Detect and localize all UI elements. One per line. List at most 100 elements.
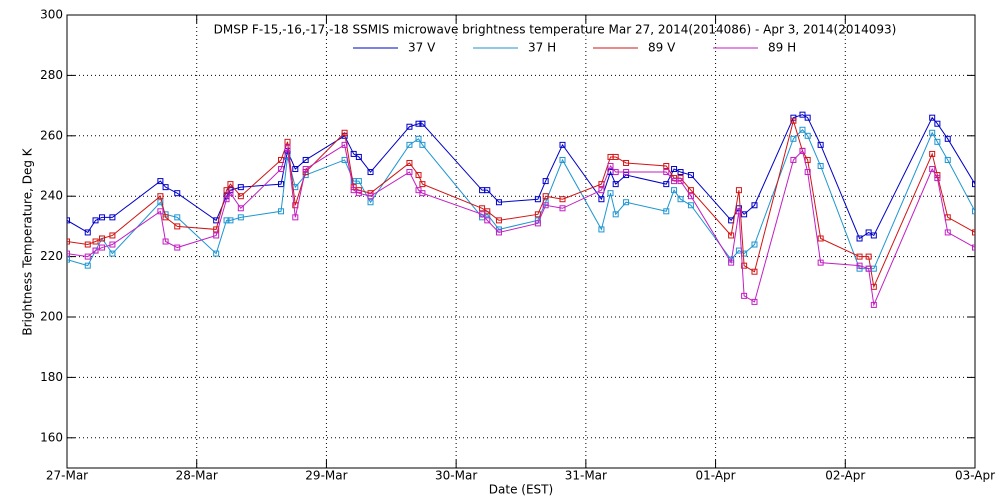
series-line: [67, 129, 975, 270]
data-point: [109, 241, 116, 248]
data-point: [623, 199, 630, 206]
data-point: [865, 265, 872, 272]
data-point: [479, 211, 486, 218]
data-point: [484, 208, 491, 215]
data-point: [213, 250, 220, 257]
data-point: [237, 184, 244, 191]
data-point: [227, 217, 234, 224]
data-point: [302, 156, 309, 163]
data-point: [790, 117, 797, 124]
data-point: [350, 187, 357, 194]
data-point: [751, 298, 758, 305]
y-tick-label: 240: [40, 189, 63, 203]
data-point: [341, 141, 348, 148]
data-point: [227, 190, 234, 197]
data-point: [84, 253, 91, 260]
data-point: [174, 214, 181, 221]
y-tick-label: 180: [40, 370, 63, 384]
data-point: [865, 229, 872, 236]
data-point: [663, 181, 670, 188]
data-point: [495, 229, 502, 236]
data-point: [174, 244, 181, 251]
data-point: [237, 214, 244, 221]
data-point: [542, 193, 549, 200]
data-point: [157, 208, 164, 215]
data-point: [751, 241, 758, 248]
data-point: [865, 253, 872, 260]
data-point: [479, 205, 486, 212]
data-point: [799, 126, 806, 133]
data-point: [612, 153, 619, 160]
x-tick-label: 02-Apr: [825, 469, 865, 483]
data-point: [162, 238, 169, 245]
data-point: [355, 153, 362, 160]
data-point: [934, 120, 941, 127]
data-point: [419, 141, 426, 148]
y-tick-label: 280: [40, 68, 63, 82]
y-tick-label: 260: [40, 128, 63, 142]
data-point: [495, 199, 502, 206]
legend-label: 37 H: [528, 41, 556, 55]
data-point: [741, 211, 748, 218]
y-axis-label: Brightness Temperature, Deg K: [21, 147, 35, 335]
data-point: [406, 123, 413, 130]
data-point: [687, 193, 694, 200]
data-point: [751, 202, 758, 209]
data-point: [623, 159, 630, 166]
x-tick-label: 29-Mar: [305, 469, 347, 483]
data-point: [92, 217, 99, 224]
x-tick-label: 31-Mar: [565, 469, 607, 483]
data-point: [484, 217, 491, 224]
data-point: [542, 202, 549, 209]
data-point: [799, 111, 806, 118]
data-point: [934, 138, 941, 145]
data-point: [223, 187, 230, 194]
y-tick-label: 160: [40, 430, 63, 444]
data-point: [804, 132, 811, 139]
data-point: [790, 135, 797, 142]
y-tick-label: 200: [40, 310, 63, 324]
data-point: [109, 214, 116, 221]
data-point: [227, 181, 234, 188]
data-point: [278, 181, 285, 188]
data-point: [559, 141, 566, 148]
data-point: [367, 193, 374, 200]
data-point: [278, 208, 285, 215]
data-point: [929, 129, 936, 136]
data-point: [663, 169, 670, 176]
data-point: [162, 214, 169, 221]
data-point: [870, 301, 877, 308]
data-point: [157, 199, 164, 206]
data-point: [934, 175, 941, 182]
data-point: [728, 232, 735, 239]
data-point: [367, 199, 374, 206]
data-point: [741, 292, 748, 299]
data-point: [284, 144, 291, 151]
data-point: [677, 178, 684, 185]
data-point: [612, 181, 619, 188]
data-point: [751, 268, 758, 275]
data-point: [292, 214, 299, 221]
data-point: [804, 169, 811, 176]
data-point: [99, 235, 106, 242]
data-point: [237, 193, 244, 200]
data-point: [817, 259, 824, 266]
data-point: [419, 181, 426, 188]
data-point: [495, 217, 502, 224]
x-tick-label: 27-Mar: [46, 469, 88, 483]
data-point: [406, 169, 413, 176]
data-point: [350, 150, 357, 157]
data-point: [856, 262, 863, 269]
data-point: [856, 235, 863, 242]
data-point: [157, 178, 164, 185]
data-point: [799, 147, 806, 154]
data-point: [663, 208, 670, 215]
x-tick-label: 30-Mar: [435, 469, 477, 483]
legend-label: 89 H: [768, 41, 796, 55]
data-point: [612, 211, 619, 218]
data-point: [687, 202, 694, 209]
data-point: [415, 135, 422, 142]
data-point: [671, 178, 678, 185]
data-point: [790, 156, 797, 163]
